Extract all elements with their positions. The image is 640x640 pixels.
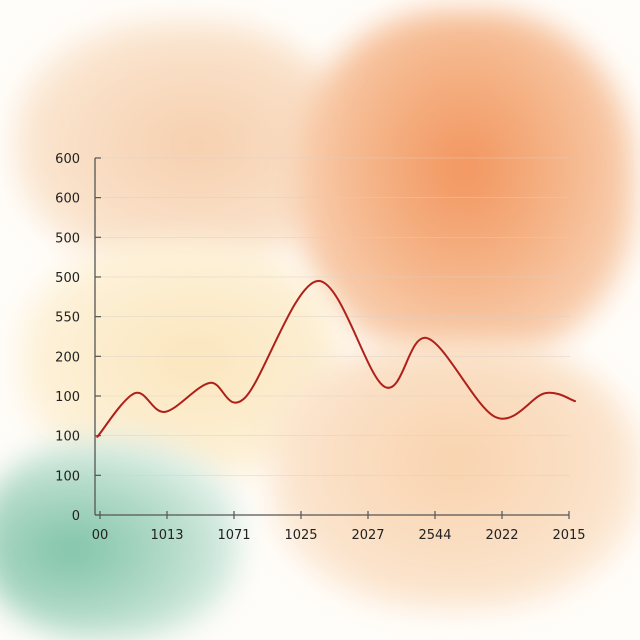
y-tick-label: 500: [55, 271, 80, 286]
y-tick-label: 200: [55, 350, 80, 365]
x-tick-label: 2027: [351, 528, 384, 543]
x-tick-label: 1071: [217, 528, 250, 543]
y-tick-label: 100: [55, 469, 80, 484]
x-tick-label: 1025: [284, 528, 317, 543]
series-line: [96, 279, 577, 438]
x-tick-label: 2022: [485, 528, 518, 543]
x-tick-label: 1013: [150, 528, 183, 543]
grid-lines: [95, 157, 570, 476]
y-tick-label: 0: [72, 509, 80, 524]
axes: [94, 157, 569, 516]
y-tick-label: 500: [55, 231, 80, 246]
y-tick-label: 100: [55, 390, 80, 405]
y-tick-label: 550: [55, 311, 80, 326]
series-group: [96, 279, 577, 438]
y-axis-ticks: 0 100 100 100 200 550 500 500 600 600: [55, 152, 101, 524]
x-tick-label: 2015: [552, 528, 585, 543]
x-tick-label: 00: [92, 528, 109, 543]
peach-blob-bottom-right: [270, 340, 640, 610]
y-tick-label: 100: [55, 430, 80, 445]
teal-blob-bottom-left: [0, 440, 240, 640]
peach-blob-top-left: [15, 20, 345, 270]
y-tick-label: 600: [55, 192, 80, 207]
x-tick-label: 2544: [418, 528, 451, 543]
y-tick-label: 600: [55, 152, 80, 167]
x-axis-ticks: 00 1013 1071 1025 2027 2544 2022 2015: [92, 511, 586, 543]
orange-blob-top-right: [295, 10, 635, 360]
